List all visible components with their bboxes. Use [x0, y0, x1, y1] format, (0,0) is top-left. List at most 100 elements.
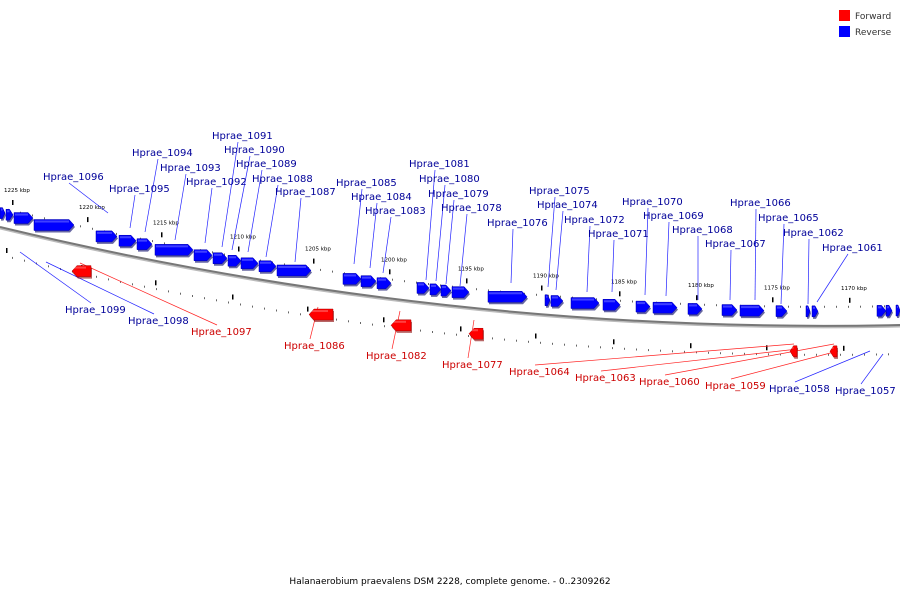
hprae-1095-label[interactable]: Hprae_1095	[109, 184, 170, 195]
hprae-1080-label[interactable]: Hprae_1080	[419, 174, 480, 185]
unlabeled-1-feature[interactable]	[5, 209, 14, 223]
hprae-1097-label[interactable]: Hprae_1097	[191, 327, 252, 338]
hprae-1080-feature[interactable]	[429, 283, 442, 297]
hprae-1085-feature[interactable]	[342, 273, 362, 287]
hprae-1092-feature[interactable]	[193, 249, 213, 263]
hprae-1079-label[interactable]: Hprae_1079	[428, 189, 489, 200]
hprae-1086-label[interactable]: Hprae_1086	[284, 341, 345, 352]
hprae-1071-label[interactable]: Hprae_1071	[588, 229, 649, 240]
hprae-1087-label[interactable]: Hprae_1087	[275, 187, 336, 198]
hprae-1087-feature[interactable]	[276, 264, 312, 278]
hprae-1076-feature[interactable]	[487, 291, 528, 305]
unlabeled-2-feature[interactable]	[13, 212, 34, 226]
hprae-1092-label[interactable]: Hprae_1092	[186, 177, 247, 188]
gene-features	[0, 207, 900, 359]
hprae-1075-label[interactable]: Hprae_1075	[529, 186, 590, 197]
hprae-1058-feature[interactable]	[876, 305, 887, 319]
hprae-1078-label[interactable]: Hprae_1078	[441, 203, 502, 214]
hprae-1077-feature[interactable]	[468, 327, 484, 342]
hprae-1096-label[interactable]: Hprae_1096	[43, 172, 104, 183]
hprae-1090-feature[interactable]	[227, 255, 242, 269]
hprae-1074-feature[interactable]	[550, 295, 564, 309]
hprae-1059-leader-line	[730, 350, 839, 380]
scale-tick-label: 1175 kbp	[764, 285, 790, 291]
hprae-1070-label[interactable]: Hprae_1070	[622, 197, 683, 208]
hprae-1062-label[interactable]: Hprae_1062	[783, 228, 844, 239]
hprae-1069-label[interactable]: Hprae_1069	[643, 211, 704, 222]
hprae-1082-feature[interactable]	[390, 319, 412, 333]
hprae-1068-label[interactable]: Hprae_1068	[672, 225, 733, 236]
hprae-1072-leader-line	[586, 225, 591, 293]
hprae-1057-leader-line	[860, 353, 884, 385]
hprae-1094-label[interactable]: Hprae_1094	[132, 148, 193, 159]
hprae-1083-feature[interactable]	[376, 277, 392, 291]
hprae-1084-feature[interactable]	[360, 275, 377, 289]
hprae-1084-label[interactable]: Hprae_1084	[351, 192, 412, 203]
scale-tick-label: 1210 kbp	[230, 235, 256, 241]
hprae-1089-feature[interactable]	[240, 257, 259, 271]
hprae-1075-feature[interactable]	[544, 294, 551, 308]
hprae-1095-feature[interactable]	[118, 234, 137, 249]
hprae-1081-feature[interactable]	[416, 282, 430, 296]
hprae-1081-label[interactable]: Hprae_1081	[409, 159, 470, 170]
hprae-1066-label[interactable]: Hprae_1066	[730, 198, 791, 209]
hprae-1097-feature[interactable]	[71, 265, 92, 279]
hprae-1060-label[interactable]: Hprae_1060	[639, 377, 700, 388]
hprae-1086-feature[interactable]	[308, 308, 334, 323]
hprae-1064-feature[interactable]	[789, 345, 798, 359]
hprae-1070-feature[interactable]	[635, 300, 651, 315]
hprae-1061-feature[interactable]	[811, 305, 819, 319]
hprae-1094-feature[interactable]	[136, 238, 153, 252]
hprae-1099-leader-line	[19, 251, 92, 304]
hprae-1061-label[interactable]: Hprae_1061	[822, 243, 883, 254]
hprae-1083-label[interactable]: Hprae_1083	[365, 206, 426, 217]
hprae-1079-feature[interactable]	[440, 284, 452, 299]
hprae-1093-label[interactable]: Hprae_1093	[160, 163, 221, 174]
hprae-1065-feature[interactable]	[775, 305, 788, 319]
hprae-1098-label[interactable]: Hprae_1098	[128, 316, 189, 327]
hprae-1088-label[interactable]: Hprae_1088	[252, 174, 313, 185]
hprae-1064-label[interactable]: Hprae_1064	[509, 367, 570, 378]
major-tick-mark	[766, 345, 768, 351]
hprae-1093-feature[interactable]	[154, 244, 194, 258]
unlabeled-3-feature[interactable]	[33, 219, 75, 233]
unlabeled-0-feature[interactable]	[0, 207, 6, 221]
hprae-1058-label[interactable]: Hprae_1058	[769, 384, 830, 395]
hprae-1060-feature[interactable]	[829, 345, 838, 359]
hprae-1076-label[interactable]: Hprae_1076	[487, 218, 548, 229]
hprae-1074-label[interactable]: Hprae_1074	[537, 200, 598, 211]
hprae-1059-label[interactable]: Hprae_1059	[705, 381, 766, 392]
hprae-1066-feature[interactable]	[739, 304, 765, 319]
hprae-1089-label[interactable]: Hprae_1089	[236, 159, 297, 170]
hprae-1069-feature[interactable]	[652, 301, 678, 316]
hprae-1062-feature[interactable]	[805, 305, 811, 319]
hprae-1096-feature[interactable]	[95, 230, 118, 244]
hprae-1091-feature[interactable]	[212, 252, 228, 266]
hprae-1085-label[interactable]: Hprae_1085	[336, 178, 397, 189]
hprae-1068-feature[interactable]	[687, 303, 703, 317]
hprae-1090-label[interactable]: Hprae_1090	[224, 145, 285, 156]
hprae-1082-label[interactable]: Hprae_1082	[366, 351, 427, 362]
hprae-1091-label[interactable]: Hprae_1091	[212, 131, 273, 142]
hprae-1065-label[interactable]: Hprae_1065	[758, 213, 819, 224]
hprae-1063-label[interactable]: Hprae_1063	[575, 373, 636, 384]
hprae-1067-label[interactable]: Hprae_1067	[705, 239, 766, 250]
hprae-1072-label[interactable]: Hprae_1072	[564, 215, 625, 226]
hprae-1077-label[interactable]: Hprae_1077	[442, 360, 503, 371]
hprae-1060-leader-line	[664, 343, 835, 376]
major-tick-mark	[466, 278, 468, 284]
unlabeled-4-feature[interactable]	[885, 304, 893, 319]
hprae-1074-leader-line	[555, 210, 564, 291]
hprae-1087-leader-line	[294, 197, 302, 263]
hprae-1072-feature[interactable]	[570, 297, 600, 311]
hprae-1057-label[interactable]: Hprae_1057	[835, 386, 896, 397]
hprae-1088-feature[interactable]	[258, 260, 277, 274]
major-tick-mark	[460, 326, 462, 332]
hprae-1079-leader-line	[445, 199, 455, 285]
unlabeled-5-feature[interactable]	[895, 304, 900, 319]
hprae-1078-feature[interactable]	[451, 286, 470, 300]
hprae-1067-feature[interactable]	[721, 304, 738, 318]
hprae-1099-label[interactable]: Hprae_1099	[65, 305, 126, 316]
hprae-1071-feature[interactable]	[602, 299, 621, 313]
hprae-1076-leader-line	[510, 228, 514, 284]
